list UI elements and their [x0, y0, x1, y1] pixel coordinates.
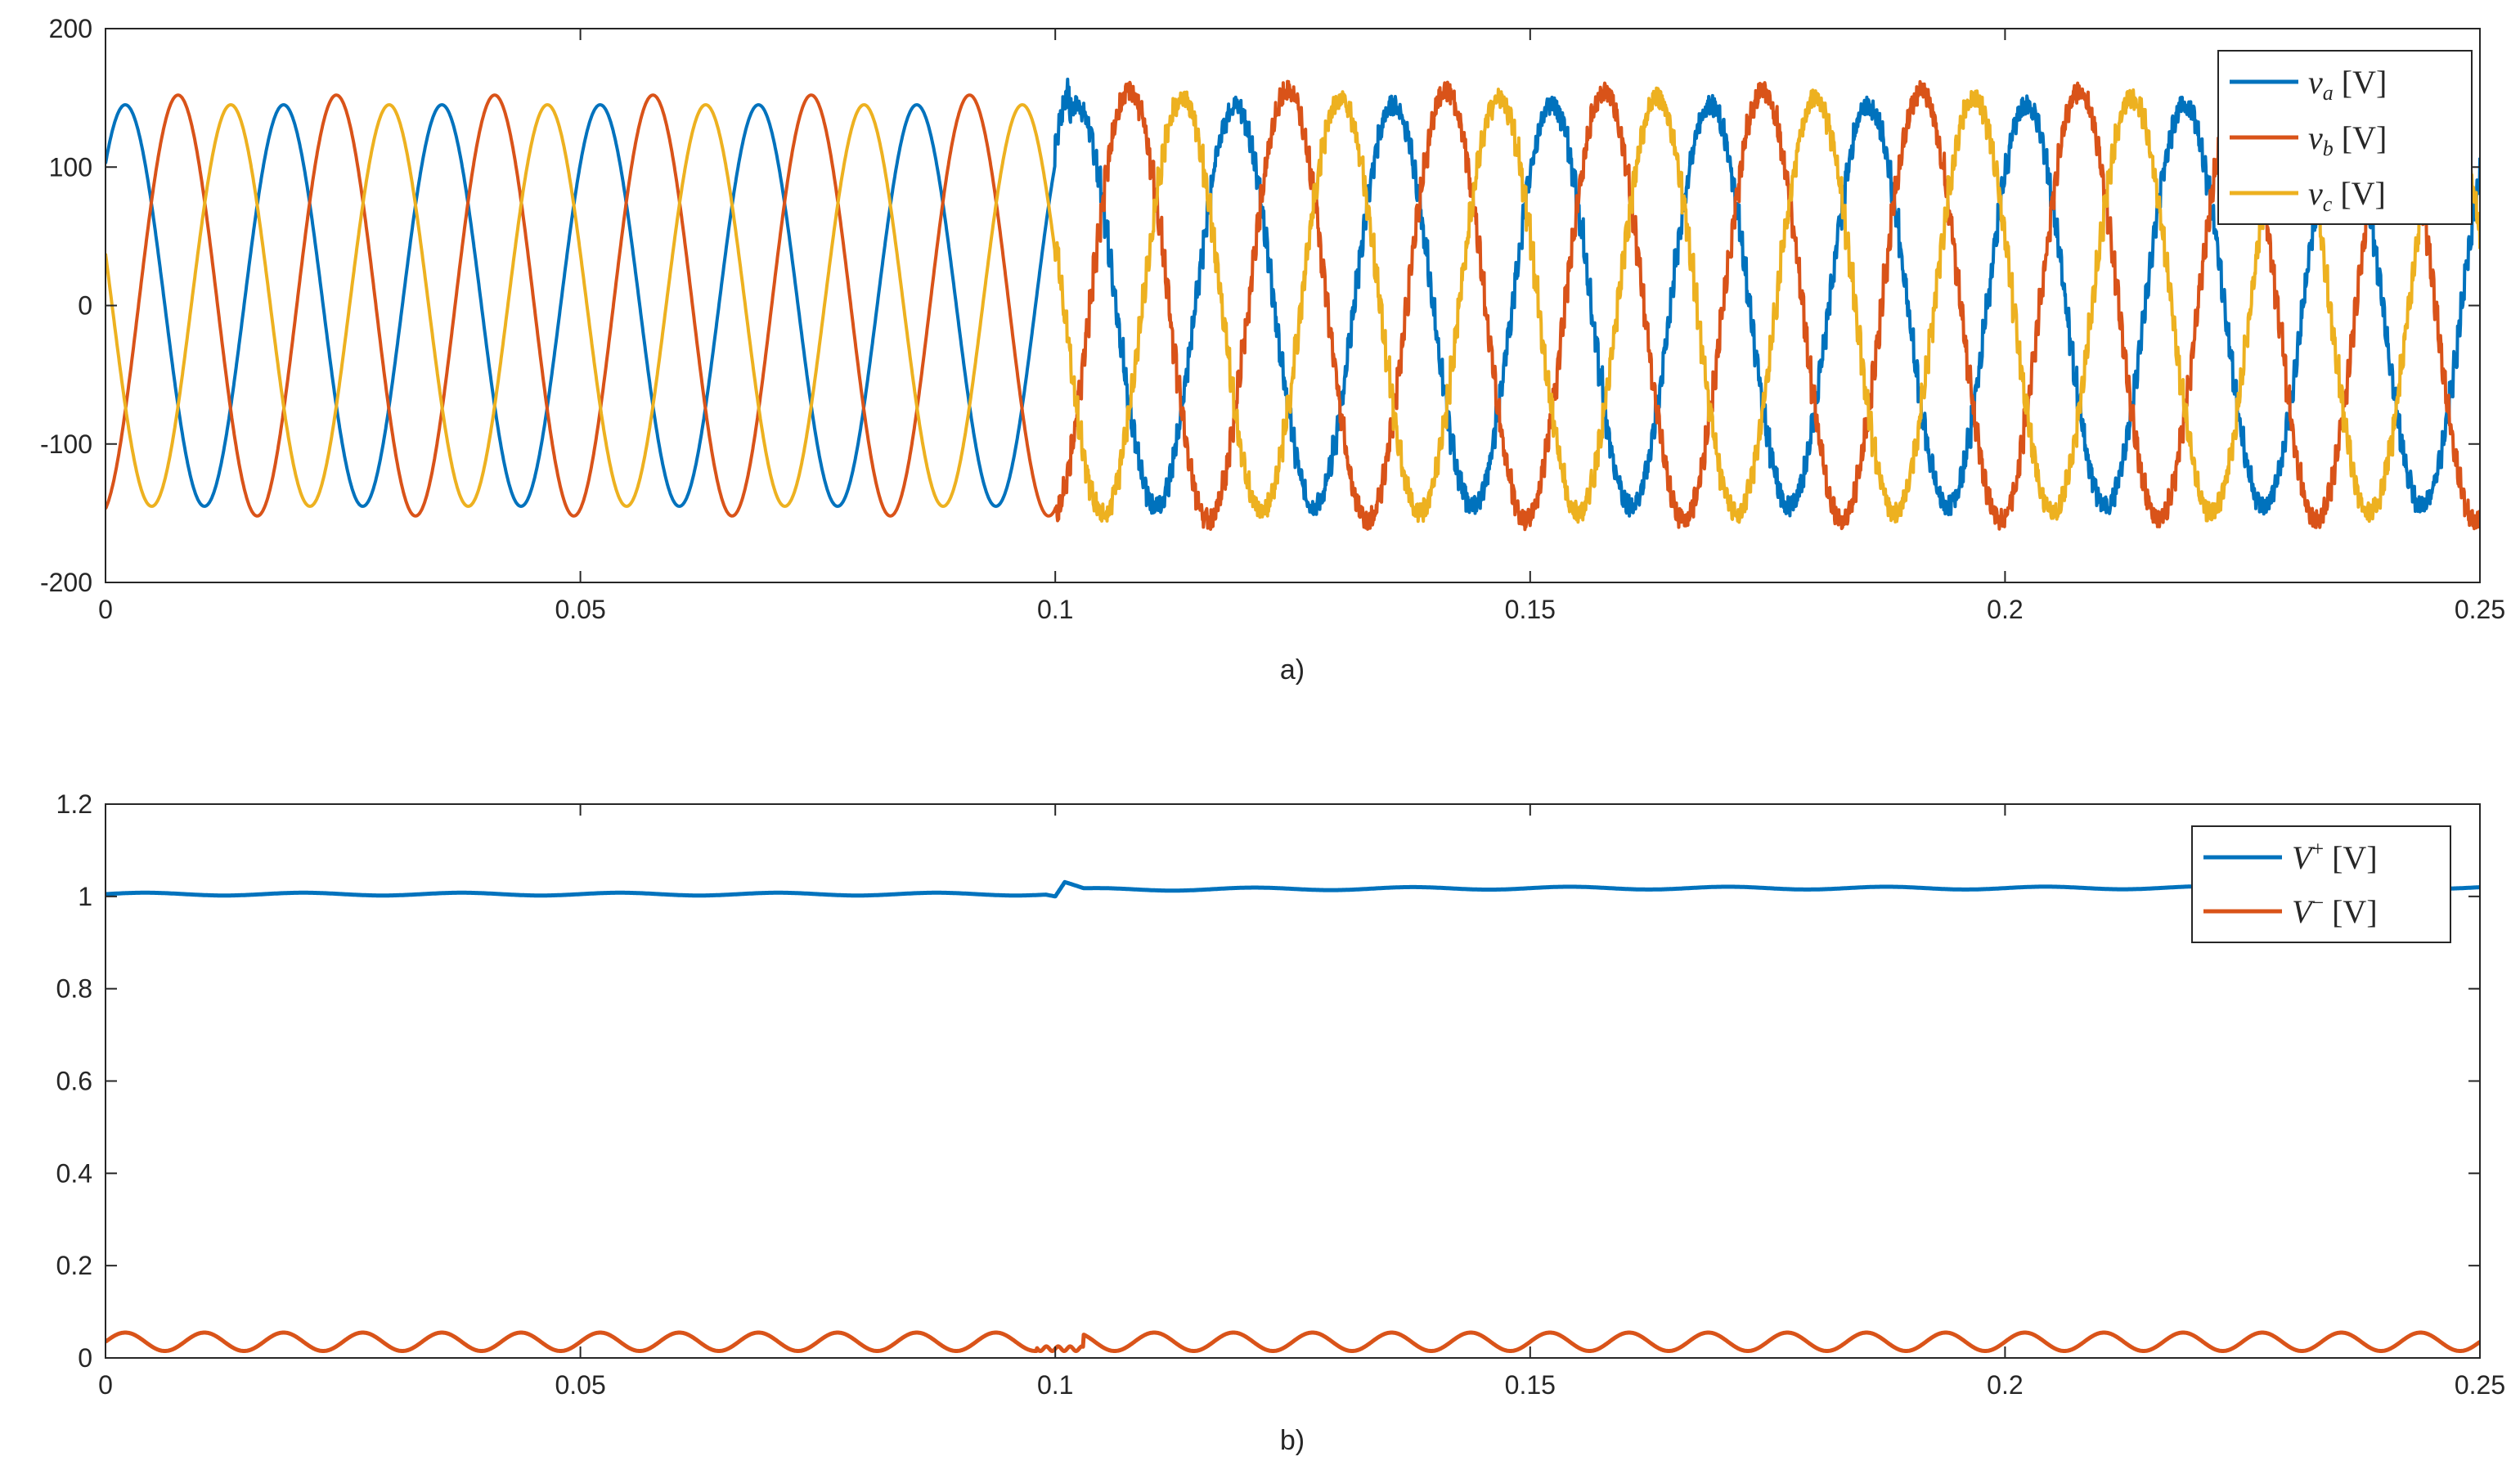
y-tick-label: 0 [78, 1343, 92, 1373]
x-tick-label: 0.1 [1037, 1370, 1073, 1400]
panel-b-caption: b) [1280, 1425, 1305, 1456]
y-tick-label: 100 [49, 152, 92, 182]
panel-b-plot-area [106, 879, 2480, 1353]
x-tick-label: 0.2 [1987, 1370, 2023, 1400]
panel-a-plot-area [106, 77, 2480, 532]
x-tick-label: 0.1 [1037, 595, 1073, 624]
x-tick-label: 0.15 [1505, 1370, 1556, 1400]
series-line-vpos [106, 879, 2480, 899]
y-tick-label: 0.2 [56, 1251, 92, 1280]
legend-entry-vpos: V+ [V] [2203, 837, 2378, 876]
x-tick-label: 0.05 [555, 1370, 605, 1400]
panel-a-voltages: 0 0.05 0.1 0.15 0.2 0.25 -200 -100 0 100 200 a) va… [40, 14, 2505, 686]
legend-label-vb: vb [V] [2308, 119, 2387, 160]
legend-label-vneg: V− [V] [2292, 891, 2378, 930]
x-tick-label: 0.25 [2455, 595, 2505, 624]
x-tick-label: 0.2 [1987, 595, 2023, 624]
series-line-vc [106, 86, 2480, 524]
legend-entry-vb: vb [V] [2230, 119, 2387, 160]
x-tick-label: 0.15 [1505, 595, 1556, 624]
y-tick-label: -200 [40, 568, 92, 597]
y-tick-label: 0 [78, 291, 92, 321]
y-tick-label: 1.2 [56, 789, 92, 819]
x-tick-label: 0 [98, 595, 113, 624]
legend-entry-va: va [V] [2230, 64, 2387, 105]
y-tick-label: 200 [49, 14, 92, 43]
panel-b-legend: V+ [V] V− [V] [2191, 825, 2451, 943]
legend-label-va: va [V] [2308, 64, 2387, 105]
series-line-va [106, 77, 2480, 518]
legend-entry-vneg: V− [V] [2203, 891, 2378, 930]
y-tick-label: 0.8 [56, 974, 92, 1004]
series-line-vb [106, 79, 2480, 532]
panel-b-legend-box [2191, 825, 2451, 943]
legend-entry-vc: vc [V] [2230, 175, 2386, 216]
y-tick-label: 0.4 [56, 1158, 92, 1188]
y-tick-label: 0.6 [56, 1067, 92, 1096]
panel-a-caption: a) [1280, 654, 1305, 686]
series-line-vneg [106, 1330, 2480, 1353]
legend-label-vc: vc [V] [2308, 175, 2386, 216]
x-tick-label: 0 [98, 1370, 113, 1400]
panel-a-ticks: 0 0.05 0.1 0.15 0.2 0.25 -200 -100 0 100 200 [40, 14, 2505, 624]
x-tick-label: 0.25 [2455, 1370, 2505, 1400]
x-tick-label: 0.05 [555, 595, 605, 624]
legend-label-vpos: V+ [V] [2292, 837, 2378, 876]
y-tick-label: -100 [40, 429, 92, 459]
y-tick-label: 1 [78, 882, 92, 911]
panel-a-legend: va [V] vb [V] vc [V] [2217, 50, 2473, 225]
panel-b-ticks: 0 0.05 0.1 0.15 0.2 0.25 0 0.2 0.4 0.6 0.8 1 1.2 [56, 789, 2506, 1400]
